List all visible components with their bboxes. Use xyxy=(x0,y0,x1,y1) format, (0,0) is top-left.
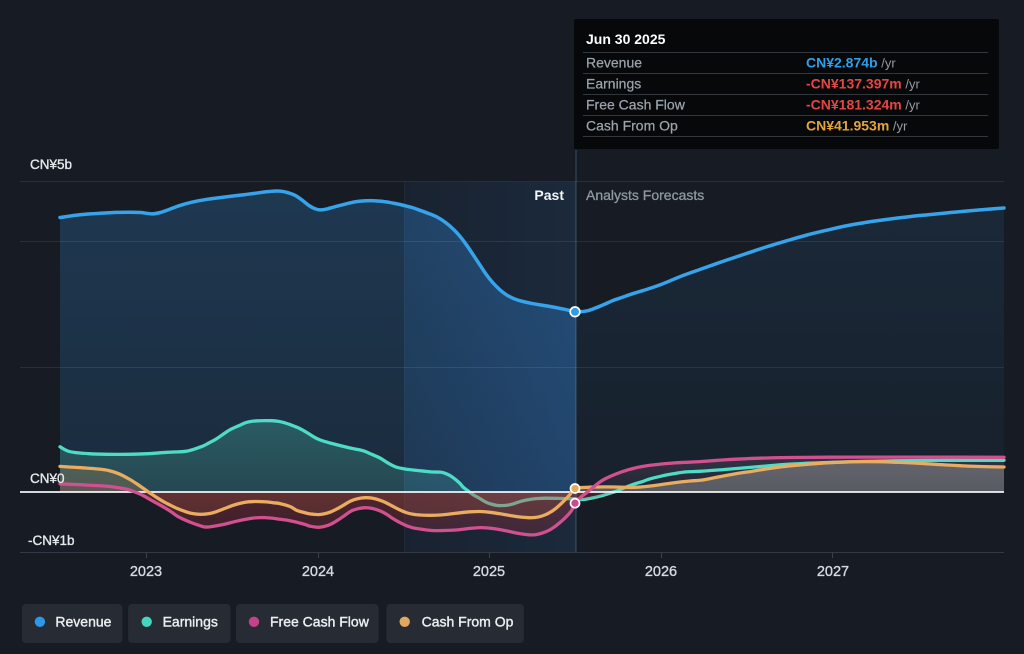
svg-text:2023: 2023 xyxy=(130,564,162,580)
svg-text:2026: 2026 xyxy=(645,564,677,580)
svg-text:Jun 30 2025: Jun 30 2025 xyxy=(586,31,666,47)
svg-text:Free Cash Flow: Free Cash Flow xyxy=(586,97,686,113)
svg-text:Cash From Op: Cash From Op xyxy=(586,118,678,134)
svg-text:-CN¥137.397m /yr: -CN¥137.397m /yr xyxy=(806,76,920,92)
svg-text:2027: 2027 xyxy=(817,564,849,580)
svg-text:Revenue: Revenue xyxy=(55,614,111,630)
svg-text:2025: 2025 xyxy=(473,564,505,580)
svg-text:Earnings: Earnings xyxy=(163,614,218,630)
svg-text:2024: 2024 xyxy=(302,564,334,580)
svg-text:Free Cash Flow: Free Cash Flow xyxy=(270,614,370,630)
svg-text:CN¥2.874b /yr: CN¥2.874b /yr xyxy=(806,55,896,71)
svg-text:-CN¥1b: -CN¥1b xyxy=(28,533,75,548)
svg-text:CN¥5b: CN¥5b xyxy=(30,157,72,172)
svg-text:CN¥0: CN¥0 xyxy=(30,471,65,486)
svg-text:CN¥41.953m /yr: CN¥41.953m /yr xyxy=(806,118,908,134)
svg-text:Past: Past xyxy=(534,187,564,203)
svg-text:Analysts Forecasts: Analysts Forecasts xyxy=(586,187,704,203)
svg-text:Revenue: Revenue xyxy=(586,55,642,71)
svg-text:-CN¥181.324m /yr: -CN¥181.324m /yr xyxy=(806,97,920,113)
svg-text:Earnings: Earnings xyxy=(586,76,641,92)
svg-text:Cash From Op: Cash From Op xyxy=(422,614,514,630)
